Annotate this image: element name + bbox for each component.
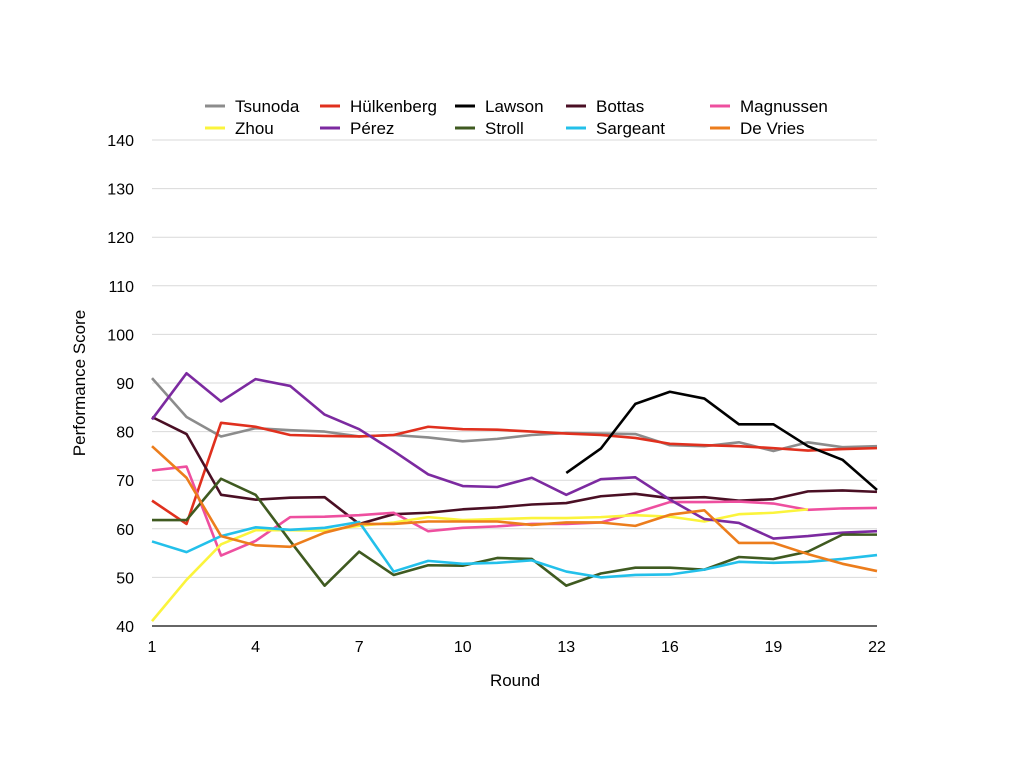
legend-label: Stroll: [485, 119, 524, 138]
legend-label: De Vries: [740, 119, 805, 138]
series-line-bottas: [151, 415, 878, 526]
y-tick-label: 70: [116, 473, 134, 490]
y-tick-label: 80: [116, 425, 134, 442]
series-line-sargeant: [151, 520, 878, 579]
series-line-p-rez: [150, 371, 878, 540]
series-line-de-vries: [151, 445, 878, 573]
y-tick-label: 40: [116, 619, 134, 636]
gridlines: [152, 139, 877, 627]
series-lines: [150, 371, 878, 622]
x-tick-label: 13: [557, 639, 575, 656]
y-tick-label: 60: [116, 522, 134, 539]
legend-label: Tsunoda: [235, 97, 300, 116]
x-tick-label: 1: [148, 639, 157, 656]
legend-item: Zhou: [205, 119, 274, 138]
legend-item: Tsunoda: [205, 97, 300, 116]
legend-item: Stroll: [455, 119, 524, 138]
series-line-tsunoda: [151, 377, 878, 453]
x-tick-label: 10: [454, 639, 472, 656]
x-tick-label: 7: [355, 639, 364, 656]
series-line-lawson: [565, 390, 878, 491]
x-tick-label: 19: [765, 639, 783, 656]
y-tick-label: 130: [107, 182, 134, 199]
y-tick-label: 120: [107, 230, 134, 247]
series-line-stroll: [152, 477, 877, 587]
legend-label: Magnussen: [740, 97, 828, 116]
y-tick-label: 90: [116, 376, 134, 393]
x-tick-label: 22: [868, 639, 886, 656]
legend-label: Zhou: [235, 119, 274, 138]
legend-label: Hülkenberg: [350, 97, 437, 116]
legend-item: Pérez: [320, 119, 394, 138]
legend-label: Sargeant: [596, 119, 665, 138]
legend-label: Lawson: [485, 97, 544, 116]
y-tick-label: 110: [108, 279, 134, 296]
legend-label: Bottas: [596, 97, 644, 116]
legend-item: De Vries: [710, 119, 805, 138]
x-tick-label: 4: [251, 639, 260, 656]
legend-item: Bottas: [566, 97, 644, 116]
y-tick-label: 100: [107, 327, 134, 344]
x-axis-label: Round: [490, 671, 540, 690]
series-line-zhou: [151, 508, 809, 622]
legend-item: Sargeant: [566, 119, 665, 138]
y-axis-ticks: 40 50 60 70 80 90 100 110 120 130 140: [107, 133, 134, 636]
legend-item: Hülkenberg: [320, 97, 437, 116]
x-tick-label: 16: [661, 639, 679, 656]
y-tick-label: 50: [116, 570, 134, 587]
legend-label: Pérez: [350, 119, 394, 138]
y-tick-label: 140: [107, 133, 134, 150]
x-axis-ticks: 1 4 7 10 13 16 19 22: [148, 639, 886, 656]
legend-item: Magnussen: [710, 97, 828, 116]
legend-item: Lawson: [455, 97, 544, 116]
y-axis-label: Performance Score: [70, 310, 89, 456]
legend: Tsunoda Hülkenberg Lawson Bottas Magnussen Zh…: [205, 97, 828, 138]
series-line-h-lkenberg: [151, 421, 878, 526]
